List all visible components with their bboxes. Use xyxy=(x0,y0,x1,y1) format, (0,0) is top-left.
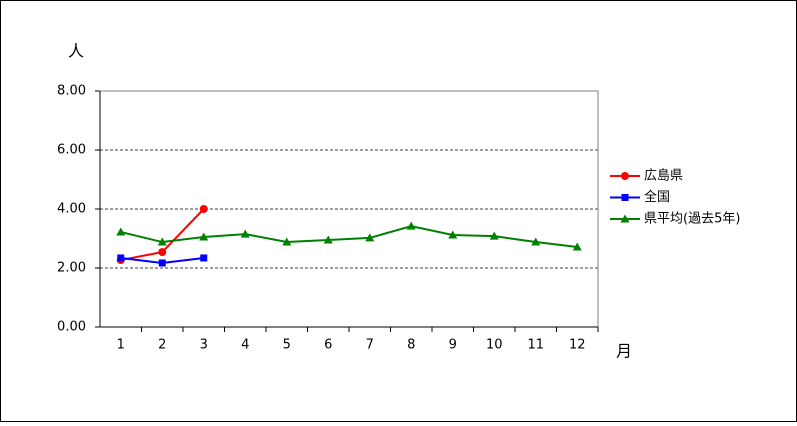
series-line xyxy=(120,225,578,249)
y-axis-label: 人 xyxy=(68,42,84,61)
y-tick-label: 0.00 xyxy=(57,320,86,335)
data-point xyxy=(158,248,167,257)
data-point xyxy=(323,235,333,244)
y-tick-label: 2.00 xyxy=(57,261,86,276)
data-point xyxy=(489,231,499,240)
x-tick-label: 7 xyxy=(366,338,374,353)
x-tick-label: 10 xyxy=(486,338,503,353)
data-point xyxy=(199,232,209,241)
y-tick-label: 6.00 xyxy=(57,143,86,158)
x-tick-label: 11 xyxy=(527,338,544,353)
data-point xyxy=(200,254,208,262)
x-tick-label: 9 xyxy=(449,338,457,353)
data-point xyxy=(365,233,375,242)
legend-marker xyxy=(621,172,629,180)
data-point xyxy=(117,254,125,262)
legend-label: 県平均(過去5年) xyxy=(644,212,740,227)
data-point xyxy=(531,237,541,246)
data-point xyxy=(572,242,582,251)
x-tick-label: 4 xyxy=(241,338,249,353)
data-point xyxy=(406,221,416,230)
x-tick-label: 1 xyxy=(117,338,125,353)
y-tick-label: 8.00 xyxy=(57,84,86,99)
legend-label: 広島県 xyxy=(644,169,683,184)
y-tick-label: 4.00 xyxy=(57,202,86,217)
legend-marker xyxy=(620,214,630,223)
data-point xyxy=(282,237,292,246)
x-tick-label: 12 xyxy=(569,338,586,353)
data-point xyxy=(116,227,126,236)
data-point xyxy=(158,259,166,267)
data-point xyxy=(448,230,458,239)
x-axis-label: 月 xyxy=(616,342,632,361)
legend-marker xyxy=(621,194,629,201)
x-tick-label: 2 xyxy=(158,338,166,353)
x-tick-label: 5 xyxy=(283,338,291,353)
x-tick-label: 8 xyxy=(407,338,415,353)
legend-label: 全国 xyxy=(644,189,670,205)
data-point xyxy=(199,205,208,213)
data-point xyxy=(157,237,167,246)
data-point xyxy=(240,229,250,238)
x-tick-label: 3 xyxy=(200,338,208,353)
x-tick-label: 6 xyxy=(324,338,332,353)
